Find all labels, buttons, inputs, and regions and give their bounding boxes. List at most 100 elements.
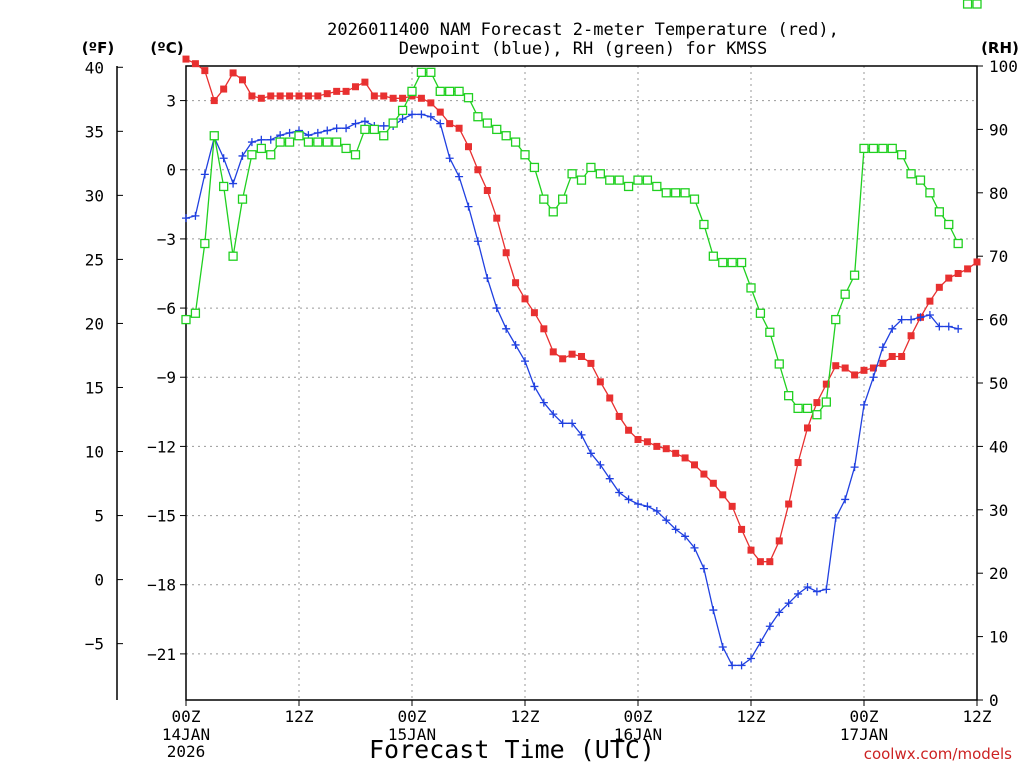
rh-point: [492, 124, 502, 135]
temperature-point: [342, 87, 350, 95]
x-tick-date-label: 14JAN: [162, 725, 210, 744]
dewpoint-point: [699, 564, 708, 573]
dewpoint-point: [850, 463, 859, 472]
dewpoint-point: [483, 274, 492, 283]
x-tick-date-label: 16JAN: [614, 725, 662, 744]
dewpoint-point: [765, 622, 774, 631]
rh-tick-label: 60: [989, 311, 1008, 330]
temperature-point: [804, 424, 811, 432]
rh-point: [322, 137, 332, 147]
dewpoint-point: [539, 398, 548, 407]
rh-point: [397, 105, 408, 116]
rh-tick-label: 10: [989, 628, 1008, 647]
temperature-point: [860, 366, 868, 374]
temperature-point: [333, 87, 341, 95]
temperature-point: [625, 426, 633, 434]
brand-watermark: coolwx.com/models: [864, 745, 1012, 763]
dewpoint-point: [464, 202, 473, 211]
celsius-tick-label: 0: [166, 161, 176, 180]
x-tick-label: 00Z: [398, 707, 427, 726]
rh-point: [953, 238, 963, 249]
rh-point: [793, 403, 803, 414]
rh-point: [925, 188, 935, 198]
rh-point: [605, 175, 615, 185]
x-tick-label: 12Z: [963, 707, 992, 726]
dewpoint-point: [841, 495, 850, 504]
temperature-point: [587, 359, 595, 367]
rh-tick-label: 70: [989, 247, 1008, 266]
dewpoint-point: [747, 654, 755, 663]
temperature-point: [210, 97, 218, 105]
temperature-point: [361, 78, 369, 86]
rh-point: [181, 314, 191, 325]
dewpoint-point: [794, 589, 803, 598]
rh-point: [915, 175, 926, 185]
dewpoint-point: [812, 587, 821, 596]
rh-point: [407, 86, 417, 97]
grid-lines: [186, 66, 977, 700]
celsius-tick-label: −21: [147, 645, 176, 664]
dewpoint-point: [728, 661, 737, 670]
temperature-point: [276, 92, 284, 100]
rh-point: [859, 143, 869, 154]
rh-point: [962, 0, 973, 9]
dewpoint-point: [860, 400, 868, 409]
rh-point: [454, 86, 464, 97]
rh-point: [247, 150, 257, 160]
rh-point: [868, 143, 879, 154]
dewpoint-point: [200, 170, 209, 179]
dewpoint-point: [445, 154, 454, 163]
temperature-point: [352, 83, 359, 91]
temperature-point: [220, 85, 228, 93]
x-tick-date-label: 15JAN: [388, 725, 436, 744]
dewpoint-point: [285, 128, 294, 137]
dewpoint-point: [473, 237, 482, 246]
temperature-point: [483, 186, 491, 194]
temperature-point: [493, 214, 501, 222]
rh-point: [501, 131, 511, 141]
dewpoint-point: [238, 151, 247, 160]
celsius-tick-label: −6: [157, 299, 176, 318]
rh-point: [416, 67, 427, 77]
rh-point: [784, 391, 794, 401]
dewpoint-point: [784, 599, 793, 608]
temperature-point: [766, 558, 774, 566]
temperature-point: [653, 442, 661, 450]
temperature-point: [474, 166, 482, 174]
rh-point: [266, 150, 276, 160]
dewpoint-point: [408, 110, 416, 119]
dewpoint-point: [558, 419, 567, 428]
x-tick-label: 00Z: [624, 707, 653, 726]
temperature-point: [399, 94, 407, 102]
temperature-point: [286, 92, 294, 100]
temperature-point: [530, 309, 538, 317]
temperature-point: [521, 295, 529, 303]
temperature-point: [907, 332, 915, 340]
rh-point: [228, 251, 238, 261]
x-tick-label: 00Z: [850, 707, 879, 726]
dewpoint-point: [652, 506, 661, 515]
rh-point: [482, 118, 492, 128]
x-tick-label: 12Z: [511, 707, 540, 726]
dewpoint-point: [671, 525, 680, 534]
rh-point: [303, 137, 314, 147]
temperature-point: [785, 500, 793, 508]
temperature-point: [201, 67, 209, 75]
dewpoint-point: [266, 135, 275, 144]
celsius-tick-label: −9: [157, 368, 176, 387]
fahrenheit-tick-label: 20: [85, 314, 104, 333]
dewpoint-point: [182, 214, 190, 223]
temperature-point: [606, 394, 614, 402]
temperature-point: [935, 283, 943, 291]
temperature-point: [775, 537, 783, 545]
rh-point: [294, 131, 304, 141]
rh-tick-label: 100: [989, 57, 1018, 76]
temperature-point: [841, 364, 849, 372]
dewpoint-point: [398, 115, 407, 124]
dewpoint-point: [351, 119, 360, 128]
temperature-point: [267, 92, 275, 100]
dewpoint-point: [229, 179, 238, 188]
rh-line: [185, 71, 959, 416]
rh-point: [435, 86, 445, 97]
